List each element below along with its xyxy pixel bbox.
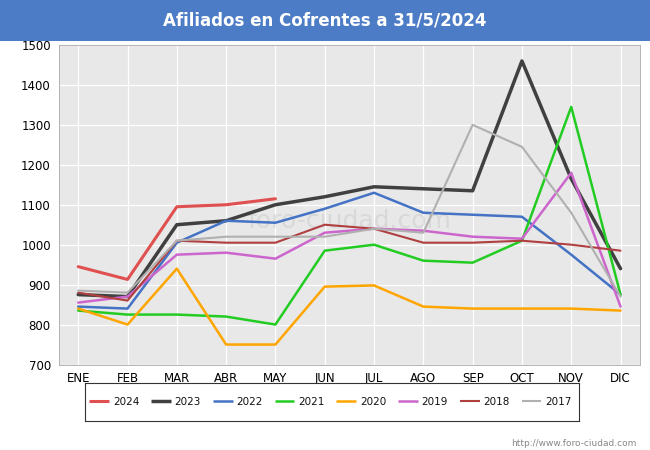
Text: 2023: 2023 xyxy=(175,397,201,407)
Text: 2020: 2020 xyxy=(360,397,386,407)
Text: 2022: 2022 xyxy=(237,397,263,407)
Text: 2019: 2019 xyxy=(422,397,448,407)
Text: 2024: 2024 xyxy=(113,397,139,407)
Text: Afiliados en Cofrentes a 31/5/2024: Afiliados en Cofrentes a 31/5/2024 xyxy=(163,11,487,29)
Text: 2021: 2021 xyxy=(298,397,324,407)
Text: http://www.foro-ciudad.com: http://www.foro-ciudad.com xyxy=(512,439,637,448)
Text: 2017: 2017 xyxy=(545,397,571,407)
Text: foro-ciudad.com: foro-ciudad.com xyxy=(248,209,451,233)
Text: 2018: 2018 xyxy=(484,397,510,407)
